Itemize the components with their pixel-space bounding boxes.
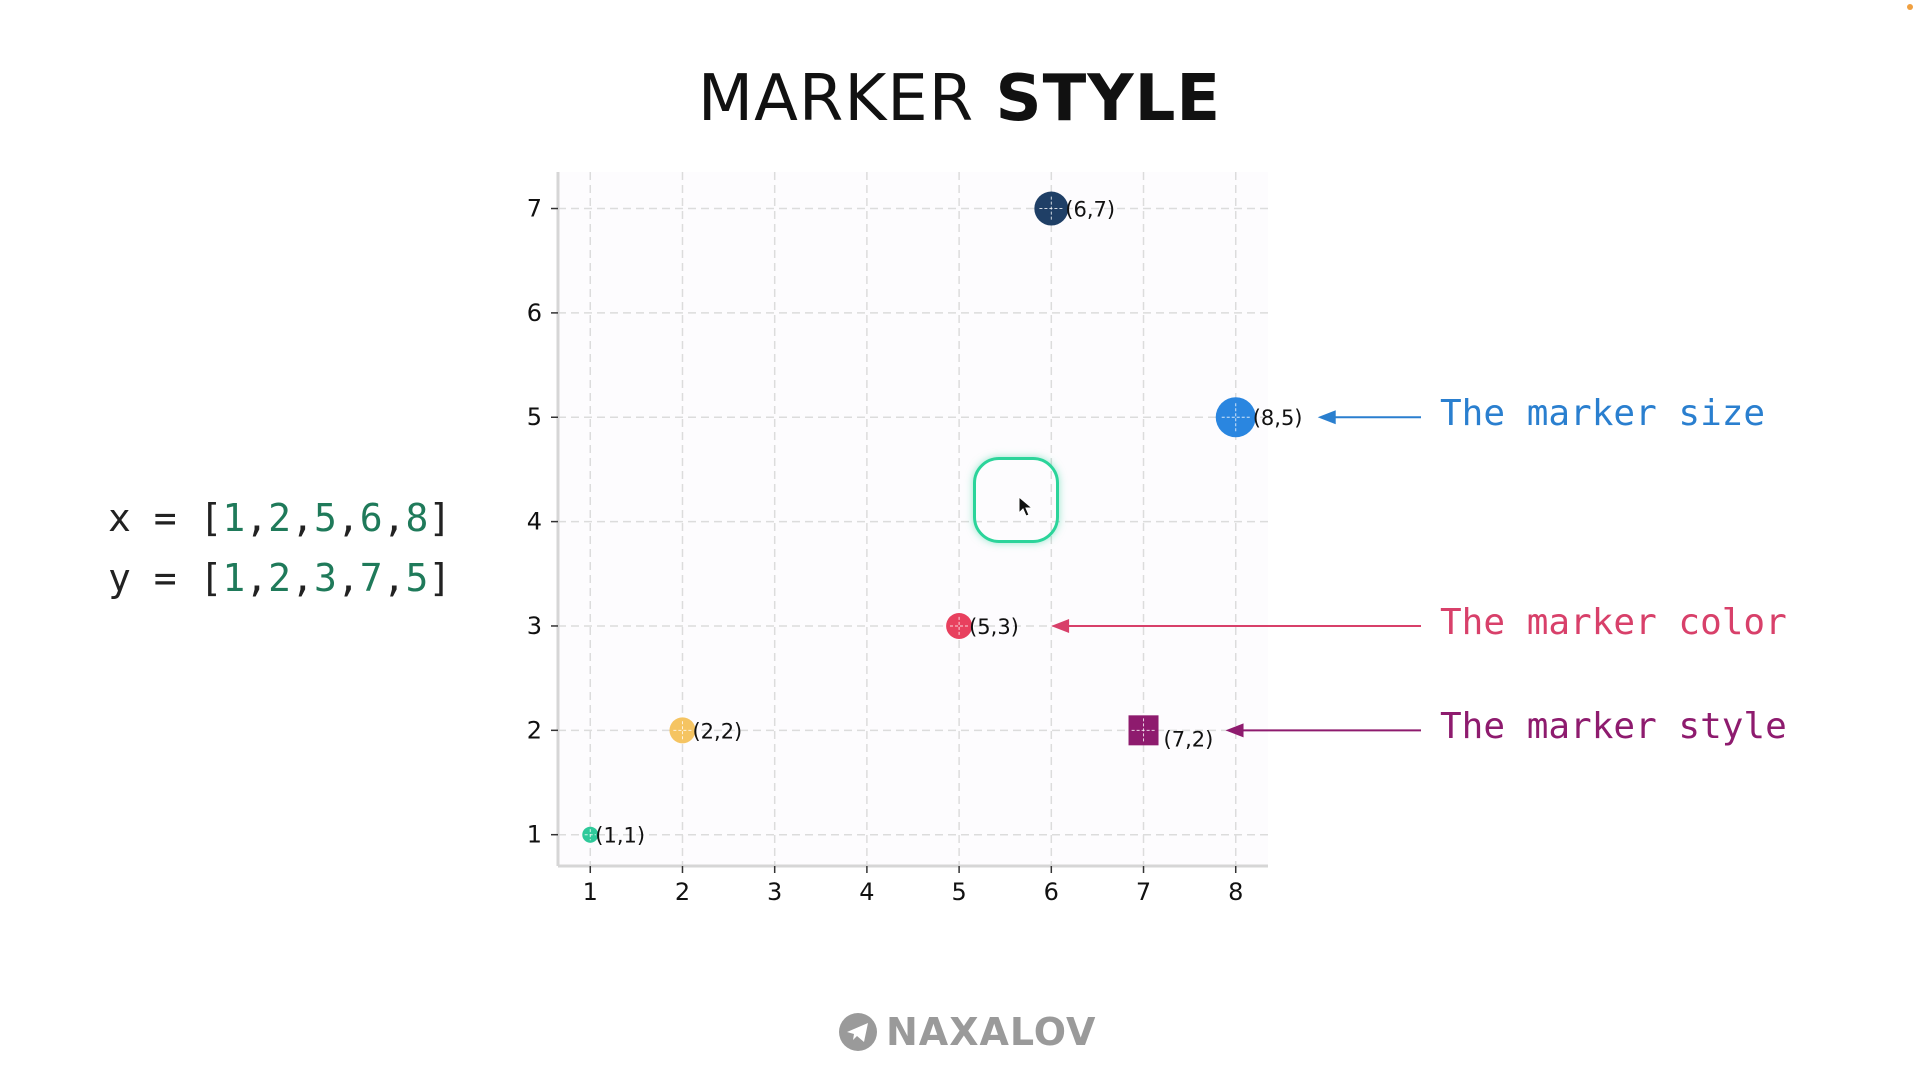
code-x-value: 6 <box>359 496 383 540</box>
data-point <box>1215 397 1256 438</box>
x-tick-label: 8 <box>1228 878 1243 906</box>
code-sep: , <box>291 496 314 540</box>
code-close: ] <box>428 496 452 540</box>
logo: NAXALOV <box>838 1010 1096 1054</box>
code-sep: , <box>245 556 269 600</box>
code-x-value: 1 <box>222 496 246 540</box>
point-label: (5,3) <box>969 615 1019 639</box>
x-tick-label: 3 <box>767 878 782 906</box>
data-point <box>669 717 696 744</box>
title-light: MARKER <box>697 62 975 136</box>
cursor-highlight <box>973 457 1059 543</box>
code-block: x = [1,2,5,6,8] y = [1,2,3,7,5] <box>108 488 451 608</box>
code-x-value: 8 <box>405 496 429 540</box>
code-sep: , <box>336 556 360 600</box>
y-tick-label: 7 <box>527 195 542 223</box>
code-sep: , <box>382 556 406 600</box>
code-line-y: y = [1,2,3,7,5] <box>108 548 451 608</box>
annotation-text: The marker style <box>1440 706 1787 748</box>
x-tick-label: 2 <box>675 878 690 906</box>
code-y-value: 2 <box>268 556 292 600</box>
point-label: (6,7) <box>1065 198 1115 222</box>
annotation-text: The marker color <box>1440 601 1787 643</box>
y-tick-label: 2 <box>527 716 542 744</box>
annotation-arrowhead <box>1051 618 1070 633</box>
corner-indicator <box>1907 4 1913 10</box>
point-label: (7,2) <box>1164 727 1214 751</box>
y-tick-label: 4 <box>527 508 542 536</box>
x-tick-label: 4 <box>859 878 874 906</box>
x-tick-label: 5 <box>951 878 966 906</box>
code-x-value: 2 <box>268 496 292 540</box>
y-tick-label: 5 <box>527 403 542 431</box>
annotation-text: The marker size <box>1440 393 1766 435</box>
point-label: (1,1) <box>595 824 645 848</box>
y-tick-label: 3 <box>527 612 542 640</box>
annotation-arrowhead <box>1317 410 1336 425</box>
plot-background <box>558 172 1268 866</box>
code-close: ] <box>428 556 452 600</box>
code-sep: , <box>291 556 314 600</box>
title-bold: STYLE <box>995 62 1222 136</box>
point-label: (8,5) <box>1253 406 1303 430</box>
code-sep: , <box>245 496 269 540</box>
code-sep: , <box>336 496 360 540</box>
code-y-prefix: y = [ <box>108 556 223 600</box>
code-y-value: 1 <box>222 556 246 600</box>
code-y-value: 3 <box>313 556 337 600</box>
cursor-icon <box>1018 496 1034 517</box>
code-x-prefix: x = [ <box>108 496 223 540</box>
code-line-x: x = [1,2,5,6,8] <box>108 488 451 548</box>
point-label: (2,2) <box>692 719 742 743</box>
annotation-arrowhead <box>1225 723 1244 738</box>
code-sep: , <box>382 496 406 540</box>
code-y-value: 5 <box>405 556 429 600</box>
telegram-icon <box>839 1013 877 1051</box>
code-y-value: 7 <box>359 556 383 600</box>
x-tick-label: 6 <box>1044 878 1059 906</box>
y-tick-label: 1 <box>527 821 542 849</box>
x-tick-label: 1 <box>583 878 598 906</box>
x-tick-label: 7 <box>1136 878 1151 906</box>
code-x-value: 5 <box>313 496 337 540</box>
y-tick-label: 6 <box>527 299 542 327</box>
page-title: MARKER STYLE <box>0 62 1919 136</box>
data-point <box>946 612 973 639</box>
logo-text: NAXALOV <box>886 1010 1097 1054</box>
